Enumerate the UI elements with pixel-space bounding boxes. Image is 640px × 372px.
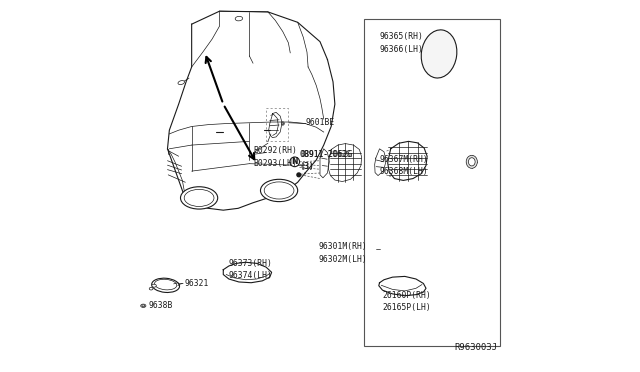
Ellipse shape [184,189,214,206]
Ellipse shape [466,155,477,168]
Ellipse shape [152,278,180,292]
Ellipse shape [154,279,177,290]
Text: R963003J: R963003J [455,343,498,352]
Text: 96321: 96321 [184,279,209,288]
Text: 96367M(RH)
96368M(LH): 96367M(RH) 96368M(LH) [380,155,428,176]
Ellipse shape [235,16,243,21]
Ellipse shape [260,179,298,202]
Polygon shape [379,276,426,296]
Text: B0292(RH)
B0293(LH): B0292(RH) B0293(LH) [254,146,298,168]
Circle shape [297,173,301,177]
Polygon shape [388,141,427,180]
Ellipse shape [152,284,156,287]
Ellipse shape [282,123,284,124]
Ellipse shape [178,81,184,84]
Bar [364,19,500,346]
Ellipse shape [282,122,284,125]
Ellipse shape [264,182,294,199]
Polygon shape [328,144,362,182]
Polygon shape [223,262,271,283]
Ellipse shape [141,304,146,307]
Text: 08911-2062G
(3): 08911-2062G (3) [300,150,353,171]
Ellipse shape [421,30,457,78]
Circle shape [290,157,300,167]
Ellipse shape [180,187,218,209]
Text: 08911-2062G
(3): 08911-2062G (3) [300,150,351,171]
Text: 26160P(RH)
26165P(LH): 26160P(RH) 26165P(LH) [383,291,431,312]
Text: 96365(RH)
96366(LH): 96365(RH) 96366(LH) [380,32,424,54]
Text: 96301M(RH)
96302M(LH): 96301M(RH) 96302M(LH) [319,242,367,264]
Ellipse shape [468,158,475,166]
Text: 96373(RH)
96374(LH): 96373(RH) 96374(LH) [229,259,273,280]
Ellipse shape [142,305,145,307]
Text: N: N [291,157,298,166]
Text: 9601BE: 9601BE [306,118,335,126]
Ellipse shape [149,287,153,290]
Text: 9638B: 9638B [148,301,173,310]
